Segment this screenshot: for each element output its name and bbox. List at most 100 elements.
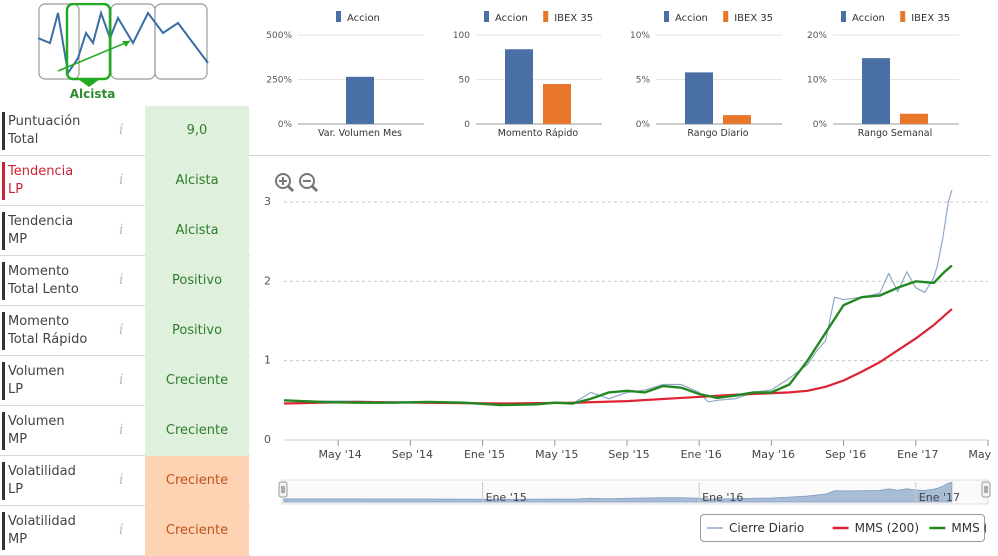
y-tick-label: 0% xyxy=(636,120,651,130)
indicator-name: Volatilidad MP xyxy=(8,514,76,547)
price-line-chart: 0 1 2 3 May '14 Sep '14 Ene '15 May '15 Sep '15 E… xyxy=(264,173,995,505)
signal-box-4 xyxy=(154,3,208,80)
navigator-handle-right[interactable] xyxy=(981,481,991,498)
indicator-row: Volumen MP i Creciente xyxy=(0,406,250,456)
y-tick-label: 20% xyxy=(807,31,827,41)
indicator-value: 9,0 xyxy=(145,106,249,156)
legend-swatch xyxy=(841,11,846,22)
indicator-value: Creciente xyxy=(145,406,249,456)
signal-arrow-line xyxy=(57,40,131,72)
legend-label: Accion xyxy=(347,13,380,24)
legend-swatch xyxy=(664,11,669,22)
bar-ibex-35 xyxy=(543,83,571,124)
info-icon[interactable]: i xyxy=(119,522,124,538)
indicator-row: Volatilidad LP i Creciente xyxy=(0,456,250,506)
indicator-marker xyxy=(2,262,5,300)
mini-chart-3: Accion IBEX 35 0% 5% 10% Rango Diario xyxy=(630,11,782,139)
info-icon[interactable]: i xyxy=(119,122,124,138)
legend-label: Cierre Diario xyxy=(729,521,804,535)
y-tick-label: 1 xyxy=(264,354,271,367)
legend-swatch xyxy=(336,11,341,22)
indicator-value: Alcista xyxy=(145,156,249,206)
x-tick-label: May '15 xyxy=(535,448,578,461)
x-tick-label: May '16 xyxy=(752,448,795,461)
mini-chart-title: Momento Rápido xyxy=(498,128,579,139)
y-tick-label: 0% xyxy=(813,120,828,130)
indicator-panel: Alcista Puntuación Total i 9,0 Tendencia LP… xyxy=(0,0,250,556)
y-tick-label: 0 xyxy=(464,120,470,130)
indicator-marker xyxy=(2,462,5,500)
y-tick-label: 10% xyxy=(630,31,650,41)
x-tick-label: Sep '14 xyxy=(392,448,433,461)
indicator-row: Tendencia LP i Alcista xyxy=(0,156,250,206)
indicator-name: Volatilidad LP xyxy=(8,464,76,497)
series-line-2 xyxy=(283,264,953,407)
indicator-marker xyxy=(2,512,5,550)
indicator-name: Tendencia MP xyxy=(8,214,74,247)
navigator-handle-left[interactable] xyxy=(278,481,288,498)
bar-accion xyxy=(346,76,374,124)
y-tick-label: 0 xyxy=(264,433,271,446)
mini-bar-charts: Accion 0% 250% 500% Var. Volumen Mes Accion IB… xyxy=(266,11,959,139)
bar-accion xyxy=(505,49,533,124)
indicator-row: Momento Total Lento i Positivo xyxy=(0,256,250,306)
signal-label: Alcista xyxy=(69,87,116,101)
zoom-controls xyxy=(275,173,319,193)
signal-pointer xyxy=(78,79,100,87)
indicator-value: Creciente xyxy=(145,356,249,406)
navigator-label: Ene '16 xyxy=(702,491,743,504)
indicator-row: Momento Total Rápido i Positivo xyxy=(0,306,250,356)
indicator-marker xyxy=(2,362,5,400)
bar-accion xyxy=(685,72,713,124)
info-icon[interactable]: i xyxy=(119,222,124,238)
indicator-name: Momento Total Rápido xyxy=(8,314,88,347)
mini-chart-title: Var. Volumen Mes xyxy=(318,128,402,139)
legend-label: MMS (200) xyxy=(855,521,919,535)
legend-label: Accion xyxy=(852,13,885,24)
navigator-label: Ene '15 xyxy=(486,491,527,504)
indicator-value: Alcista xyxy=(145,206,249,256)
indicator-name: Puntuación Total xyxy=(8,114,81,147)
x-tick-label: Ene '17 xyxy=(897,448,938,461)
indicator-value: Creciente xyxy=(145,506,249,556)
mini-chart-1: Accion 0% 250% 500% Var. Volumen Mes xyxy=(266,11,424,139)
signal-box-1 xyxy=(38,3,80,80)
info-icon[interactable]: i xyxy=(119,372,124,388)
indicator-value: Creciente xyxy=(145,456,249,506)
info-icon[interactable]: i xyxy=(119,422,124,438)
indicator-marker xyxy=(2,212,5,250)
bar-ibex-35 xyxy=(723,115,751,124)
x-tick-label: Sep '15 xyxy=(608,448,649,461)
y-tick-label: 0% xyxy=(278,120,293,130)
info-icon[interactable]: i xyxy=(119,272,124,288)
indicator-name: Volumen MP xyxy=(8,414,65,447)
indicator-name: Volumen LP xyxy=(8,364,65,397)
x-tick-label: May '17 xyxy=(968,448,995,461)
info-icon[interactable]: i xyxy=(119,472,124,488)
navigator-area xyxy=(283,481,953,503)
indicator-marker xyxy=(2,162,5,200)
legend-label: Accion xyxy=(675,13,708,24)
navigator-label: Ene '17 xyxy=(919,491,960,504)
info-icon[interactable]: i xyxy=(119,172,124,188)
legend-label: Accion xyxy=(495,13,528,24)
zoom-in-icon[interactable] xyxy=(275,173,295,193)
indicator-value: Positivo xyxy=(145,306,249,356)
indicator-marker xyxy=(2,312,5,350)
trend-signal-graphic xyxy=(38,3,209,87)
signal-arrow-head xyxy=(122,41,130,47)
y-tick-label: 500% xyxy=(266,31,292,41)
series-line-0 xyxy=(283,189,953,406)
info-icon[interactable]: i xyxy=(119,322,124,338)
mini-chart-title: Rango Semanal xyxy=(858,128,933,139)
legend-label: IBEX 35 xyxy=(734,13,773,24)
y-tick-label: 250% xyxy=(266,76,292,86)
indicator-row: Tendencia MP i Alcista xyxy=(0,206,250,256)
x-tick-label: Sep '16 xyxy=(825,448,866,461)
legend-label: IBEX 35 xyxy=(911,13,950,24)
y-tick-label: 3 xyxy=(264,195,271,208)
indicator-name: Tendencia LP xyxy=(8,164,74,197)
zoom-out-icon[interactable] xyxy=(299,173,319,193)
legend-swatch xyxy=(543,11,549,22)
section-divider xyxy=(250,155,990,156)
